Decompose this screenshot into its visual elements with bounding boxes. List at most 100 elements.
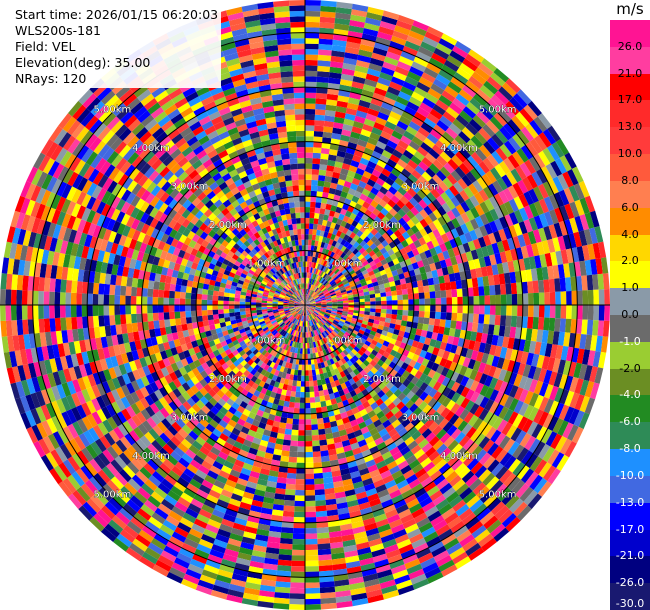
gate-cell bbox=[362, 260, 369, 267]
gate-cell bbox=[258, 595, 275, 603]
gate-cell bbox=[380, 296, 387, 301]
gate-cell bbox=[319, 271, 325, 277]
gate-cell bbox=[481, 423, 493, 437]
gate-cell bbox=[233, 330, 241, 336]
gate-cell bbox=[122, 333, 130, 344]
gate-cell bbox=[305, 359, 309, 365]
gate-cell bbox=[476, 507, 491, 521]
gate-cell bbox=[438, 94, 453, 107]
gate-cell bbox=[407, 159, 419, 170]
gate-cell bbox=[173, 407, 184, 418]
gate-cell bbox=[419, 218, 429, 228]
gate-cell bbox=[479, 511, 495, 526]
gate-cell bbox=[556, 454, 570, 472]
gate-cell bbox=[313, 380, 318, 387]
gate-cell bbox=[461, 512, 477, 526]
gate-cell bbox=[290, 309, 296, 313]
gate-cell bbox=[438, 418, 449, 429]
gate-cell bbox=[309, 307, 315, 311]
gate-cell bbox=[491, 445, 504, 460]
gate-cell bbox=[286, 368, 292, 375]
gate-cell bbox=[420, 329, 428, 338]
gate-cell bbox=[434, 283, 441, 292]
gate-cell bbox=[105, 357, 114, 369]
gate-cell bbox=[387, 554, 403, 564]
gate-cell bbox=[321, 302, 327, 305]
gate-cell bbox=[489, 377, 499, 390]
gate-cell bbox=[104, 501, 120, 516]
gate-cell bbox=[293, 352, 298, 359]
gate-cell bbox=[434, 340, 442, 349]
gate-cell bbox=[67, 456, 81, 472]
gate-cell bbox=[130, 380, 140, 392]
gate-cell bbox=[346, 366, 353, 374]
gate-cell bbox=[309, 300, 315, 303]
gate-cell bbox=[277, 319, 283, 325]
gate-cell bbox=[322, 219, 328, 227]
gate-cell bbox=[334, 486, 345, 494]
gate-cell bbox=[459, 147, 471, 160]
gate-cell bbox=[251, 315, 258, 320]
gate-cell bbox=[464, 400, 475, 412]
gate-cell bbox=[142, 321, 149, 331]
gate-cell bbox=[315, 505, 327, 512]
gate-cell bbox=[295, 336, 299, 343]
gate-cell bbox=[319, 439, 328, 446]
gate-cell bbox=[436, 155, 448, 167]
gate-cell bbox=[308, 234, 313, 240]
gate-cell bbox=[344, 113, 356, 121]
gate-cell bbox=[30, 392, 41, 409]
gate-cell bbox=[278, 310, 285, 314]
gate-cell bbox=[447, 335, 455, 345]
gate-cell bbox=[397, 367, 406, 376]
gate-cell bbox=[288, 401, 295, 408]
gate-cell bbox=[313, 311, 319, 316]
gate-cell bbox=[527, 316, 534, 329]
gate-cell bbox=[406, 390, 415, 400]
gate-cell bbox=[412, 407, 423, 417]
gate-cell bbox=[362, 123, 374, 133]
gate-cell bbox=[276, 575, 291, 583]
gate-cell bbox=[505, 78, 521, 94]
gate-cell bbox=[267, 372, 274, 380]
gate-cell bbox=[573, 410, 585, 427]
gate-cell bbox=[283, 308, 290, 311]
gate-cell bbox=[407, 293, 414, 300]
gate-cell bbox=[306, 310, 308, 316]
gate-cell bbox=[337, 324, 343, 329]
gate-cell bbox=[275, 325, 281, 331]
gate-cell bbox=[404, 422, 415, 432]
gate-cell bbox=[291, 310, 297, 315]
gate-cell bbox=[305, 70, 318, 77]
gate-cell bbox=[393, 212, 403, 222]
gate-cell bbox=[458, 131, 471, 144]
gate-cell bbox=[313, 273, 317, 280]
gate-cell bbox=[228, 450, 239, 460]
gate-cell bbox=[489, 344, 497, 356]
gate-cell bbox=[384, 455, 395, 466]
gate-cell bbox=[250, 307, 257, 311]
gate-cell bbox=[81, 351, 90, 365]
gate-cell bbox=[415, 379, 424, 389]
gate-cell bbox=[432, 219, 442, 229]
gate-cell bbox=[257, 314, 263, 318]
gate-cell bbox=[242, 408, 251, 417]
gate-cell bbox=[276, 405, 284, 412]
gate-cell bbox=[313, 280, 318, 286]
gate-cell bbox=[318, 169, 327, 176]
gate-cell bbox=[394, 455, 406, 466]
gate-cell bbox=[589, 227, 598, 244]
gate-cell bbox=[229, 532, 243, 542]
gate-cell bbox=[319, 320, 325, 326]
gate-cell bbox=[416, 492, 430, 504]
gate-cell bbox=[334, 287, 340, 292]
gate-cell bbox=[271, 459, 281, 467]
gate-cell bbox=[215, 424, 225, 433]
gate-cell bbox=[397, 208, 407, 218]
gate-cell bbox=[499, 452, 513, 467]
gate-cell bbox=[316, 329, 320, 335]
gate-cell bbox=[417, 126, 430, 138]
gate-cell bbox=[543, 317, 550, 331]
gate-cell bbox=[46, 345, 55, 360]
gate-cell bbox=[310, 305, 316, 308]
